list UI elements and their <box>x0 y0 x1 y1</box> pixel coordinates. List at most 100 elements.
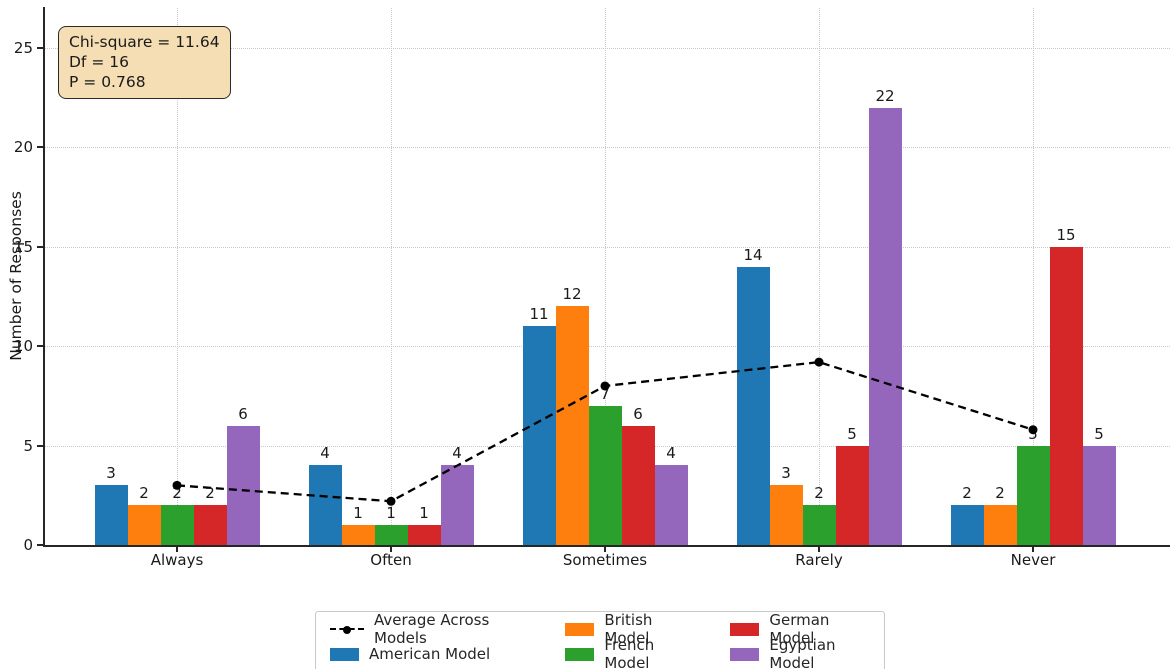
legend-item-german-model: German Model <box>730 611 870 647</box>
legend-item-egyptian-model: Egyptian Model <box>730 636 870 669</box>
bar-american-model <box>522 326 556 545</box>
bar-british-model <box>341 525 375 545</box>
bar-french-model <box>588 405 622 545</box>
bar-value-label: 2 <box>172 484 182 503</box>
annotation-line-p: P = 0.768 <box>69 73 146 91</box>
bar-value-label: 4 <box>320 444 330 463</box>
v-gridline <box>819 8 820 545</box>
x-tick-label: Sometimes <box>562 551 648 569</box>
bar-value-label: 2 <box>205 484 215 503</box>
h-gridline <box>45 246 1170 248</box>
legend-label: American Model <box>369 645 491 663</box>
y-tick-label: 20 <box>13 138 33 157</box>
stats-annotation-box: Chi-square = 11.64 Df = 16 P = 0.768 <box>58 26 231 99</box>
bar-egyptian-model <box>1082 445 1116 545</box>
x-tick-label: Often <box>370 551 412 569</box>
bar-value-label: 2 <box>139 484 149 503</box>
bar-value-label: 11 <box>529 305 549 324</box>
y-tick-mark <box>37 47 43 49</box>
x-tick-mark <box>176 547 178 552</box>
legend-label: British Model <box>604 611 653 647</box>
y-axis-spine <box>43 7 45 547</box>
bar-value-label: 2 <box>995 484 1005 503</box>
bar-german-model <box>193 505 227 545</box>
dashed-line-marker-icon <box>330 626 364 634</box>
legend-label: German Model <box>769 611 830 647</box>
legend-label: Egyptian Model <box>769 636 836 669</box>
legend-column: German Model Egyptian Model <box>730 611 870 669</box>
legend-column: Average Across Models American Model <box>330 611 525 664</box>
color-swatch-icon <box>565 647 595 661</box>
y-tick-label: 15 <box>13 237 33 256</box>
bar-value-label: 4 <box>452 444 462 463</box>
bar-french-model <box>1016 445 1050 545</box>
y-tick-label: 10 <box>13 337 33 356</box>
x-tick-mark <box>818 547 820 552</box>
v-gridline <box>391 8 392 545</box>
bar-value-label: 6 <box>238 404 248 423</box>
color-swatch-icon <box>565 622 595 636</box>
x-tick-mark <box>1032 547 1034 552</box>
legend-column: British Model French Model <box>565 611 690 669</box>
v-gridline <box>1033 8 1034 545</box>
bar-value-label: 4 <box>666 444 676 463</box>
bar-value-label: 3 <box>781 464 791 483</box>
bar-german-model <box>407 525 441 545</box>
legend-label: Average Across Models <box>374 611 490 647</box>
bar-american-model <box>94 485 128 545</box>
bar-value-label: 1 <box>353 504 363 523</box>
bar-german-model <box>621 425 655 545</box>
x-tick-label: Always <box>150 551 204 569</box>
v-gridline <box>177 8 178 545</box>
legend-item-french-model: French Model <box>565 636 690 669</box>
legend-label: French Model <box>604 636 655 669</box>
bar-egyptian-model <box>440 465 474 545</box>
bar-egyptian-model <box>654 465 688 545</box>
legend-item-american-model: American Model <box>330 644 525 664</box>
h-gridline <box>45 346 1170 348</box>
color-swatch-icon <box>730 622 760 636</box>
bar-value-label: 1 <box>419 504 429 523</box>
bar-british-model <box>555 306 589 545</box>
bar-value-label: 2 <box>814 484 824 503</box>
y-tick-label: 25 <box>13 39 33 57</box>
bar-value-label: 14 <box>743 245 763 264</box>
line-dot-icon <box>343 626 351 634</box>
bar-value-label: 5 <box>1094 424 1104 443</box>
bar-french-model <box>374 525 408 545</box>
y-tick-mark <box>37 444 43 447</box>
color-swatch-icon <box>330 647 359 661</box>
x-tick-mark <box>604 547 606 552</box>
bar-value-label: 12 <box>562 285 582 304</box>
bar-value-label: 6 <box>633 404 643 423</box>
bar-value-label: 7 <box>600 384 610 403</box>
bar-value-label: 2 <box>962 484 972 503</box>
bar-value-label: 15 <box>1056 225 1076 244</box>
x-tick-label: Rarely <box>795 551 843 569</box>
y-tick-mark <box>37 245 43 248</box>
bar-egyptian-model <box>868 107 902 545</box>
annotation-line-df: Df = 16 <box>69 53 129 71</box>
bar-egyptian-model <box>226 425 260 545</box>
bar-american-model <box>736 266 770 545</box>
bar-french-model <box>160 505 194 545</box>
y-tick-label: 5 <box>23 436 33 455</box>
annotation-line-chisquare: Chi-square = 11.64 <box>69 33 220 51</box>
x-axis-spine <box>43 545 1170 547</box>
bar-german-model <box>835 445 869 545</box>
y-tick-mark <box>37 544 43 546</box>
y-tick-mark <box>37 146 43 149</box>
bar-value-label: 1 <box>386 504 396 523</box>
x-tick-label: Never <box>1010 551 1056 569</box>
bar-french-model <box>802 505 836 545</box>
bar-german-model <box>1049 246 1083 545</box>
bar-american-model <box>308 465 342 545</box>
bar-value-label: 3 <box>106 464 116 483</box>
y-tick-label: 0 <box>23 536 33 554</box>
bar-british-model <box>983 505 1017 545</box>
color-swatch-icon <box>730 647 760 661</box>
bar-american-model <box>950 505 984 545</box>
h-gridline <box>45 147 1170 149</box>
h-gridline <box>45 48 1170 49</box>
